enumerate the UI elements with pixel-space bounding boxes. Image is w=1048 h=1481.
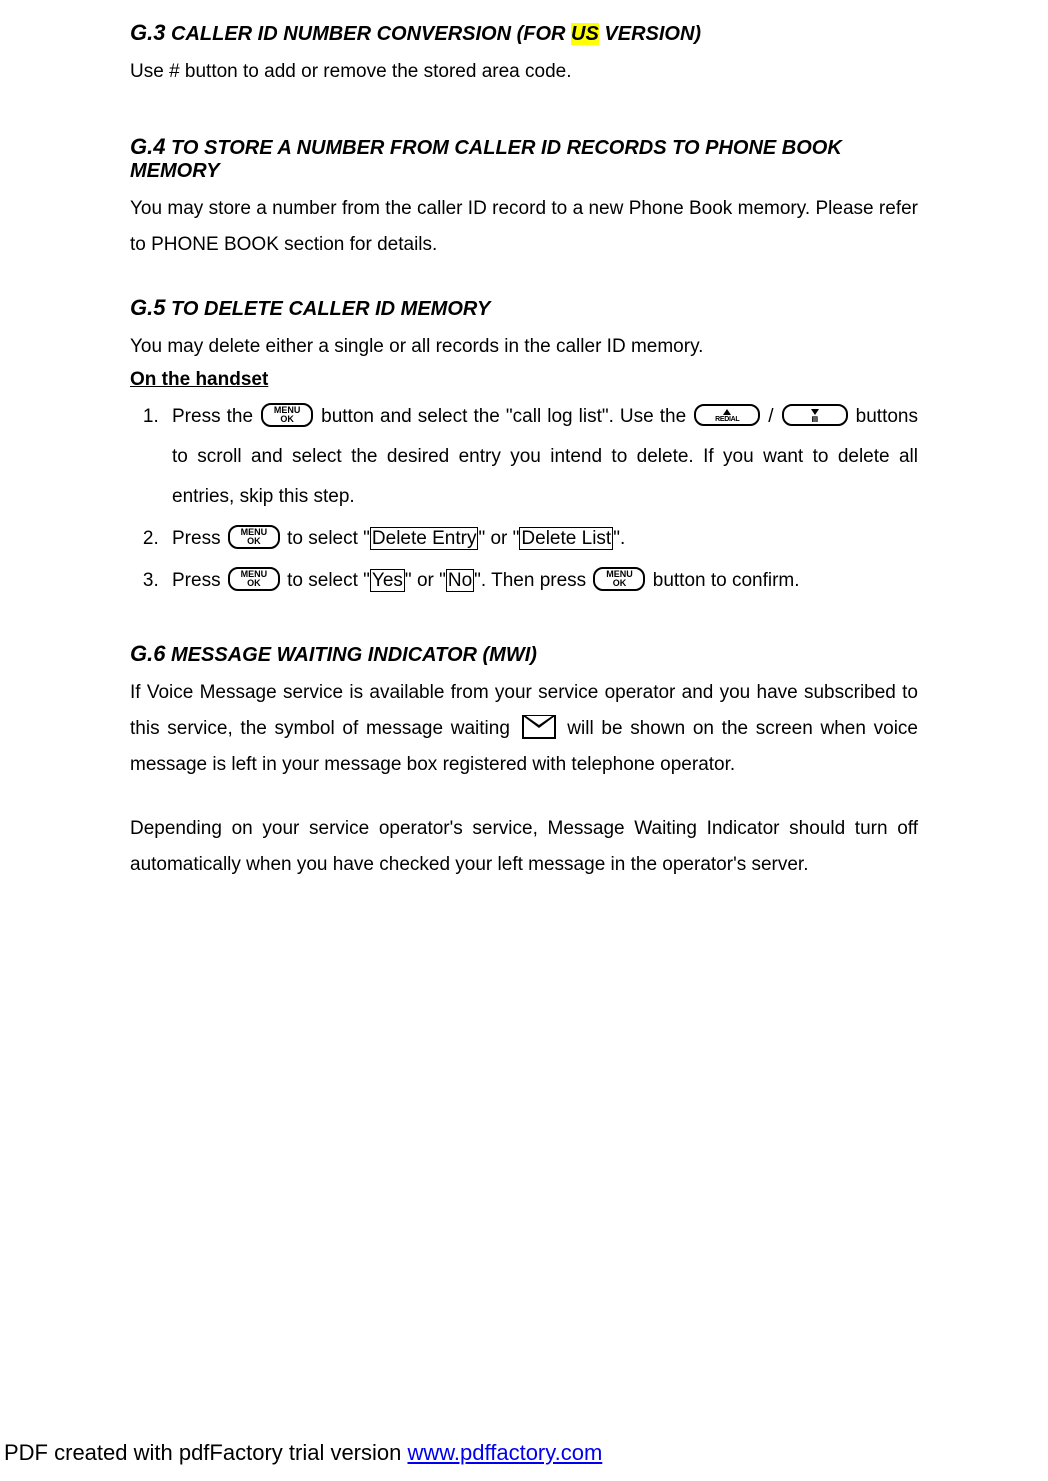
document-page: G.3 CALLER ID NUMBER CONVERSION (FOR US … — [0, 0, 918, 883]
footer-text: PDF created with pdfFactory trial versio… — [4, 1440, 407, 1465]
pdf-footer: PDF created with pdfFactory trial versio… — [0, 1440, 602, 1466]
heading-title: TO STORE A NUMBER FROM CALLER ID RECORDS… — [130, 137, 842, 182]
step1-text-c: / — [762, 406, 779, 427]
footer-link[interactable]: www.pdffactory.com — [407, 1440, 602, 1465]
down-button-icon: ▤ — [782, 404, 848, 426]
step3-text-d: ". Then press — [474, 570, 591, 591]
step2-text-a: Press — [172, 528, 226, 549]
step2-text-b: to select " — [282, 528, 370, 549]
heading-title: TO DELETE CALLER ID MEMORY — [165, 298, 490, 320]
body-g4: You may store a number from the caller I… — [130, 191, 918, 263]
body-g6-p2: Depending on your service operator's ser… — [130, 811, 918, 883]
section-g4: G.4 TO STORE A NUMBER FROM CALLER ID REC… — [130, 134, 918, 263]
option-delete-entry: Delete Entry — [370, 527, 479, 550]
option-no: No — [446, 569, 474, 592]
step2-text-d: ". — [613, 528, 625, 549]
option-yes: Yes — [370, 569, 405, 592]
steps-list: Press the MENUOK button and select the "… — [130, 397, 918, 600]
heading-number: G.5 — [130, 295, 165, 320]
section-g3: G.3 CALLER ID NUMBER CONVERSION (FOR US … — [130, 20, 918, 90]
step2-text-c: " or " — [478, 528, 519, 549]
section-g6: G.6 MESSAGE WAITING INDICATOR (MWI) If V… — [130, 641, 918, 883]
heading-highlight: US — [571, 23, 599, 45]
step-2: Press MENUOK to select "Delete Entry" or… — [164, 519, 918, 559]
step-1: Press the MENUOK button and select the "… — [164, 397, 918, 517]
subhead-on-handset: On the handset — [130, 369, 918, 391]
step3-text-b: to select " — [282, 570, 370, 591]
step1-text-b: button and select the "call log list". U… — [315, 406, 692, 427]
heading-number: G.3 — [130, 20, 165, 45]
step3-text-a: Press — [172, 570, 226, 591]
heading-number: G.4 — [130, 134, 165, 159]
menu-ok-button-icon: MENUOK — [228, 525, 280, 549]
heading-g6: G.6 MESSAGE WAITING INDICATOR (MWI) — [130, 641, 918, 667]
menu-ok-button-icon: MENUOK — [593, 567, 645, 591]
section-g5: G.5 TO DELETE CALLER ID MEMORY You may d… — [130, 295, 918, 601]
step3-text-e: button to confirm. — [647, 570, 799, 591]
menu-ok-button-icon: MENUOK — [228, 567, 280, 591]
heading-g3: G.3 CALLER ID NUMBER CONVERSION (FOR US … — [130, 20, 918, 46]
up-redial-button-icon: REDIAL — [694, 404, 760, 426]
step1-text-a: Press the — [172, 406, 259, 427]
envelope-icon — [522, 715, 556, 739]
option-delete-list: Delete List — [519, 527, 613, 550]
step-3: Press MENUOK to select "Yes" or "No". Th… — [164, 561, 918, 601]
intro-g5: You may delete either a single or all re… — [130, 329, 918, 365]
menu-ok-button-icon: MENUOK — [261, 403, 313, 427]
heading-title-a: CALLER ID NUMBER CONVERSION (FOR — [165, 23, 571, 45]
heading-g4: G.4 TO STORE A NUMBER FROM CALLER ID REC… — [130, 134, 918, 183]
step3-text-c: " or " — [405, 570, 446, 591]
heading-g5: G.5 TO DELETE CALLER ID MEMORY — [130, 295, 918, 321]
body-g3: Use # button to add or remove the stored… — [130, 54, 918, 90]
body-g6-p1: If Voice Message service is available fr… — [130, 675, 918, 783]
heading-title: MESSAGE WAITING INDICATOR (MWI) — [165, 644, 536, 666]
heading-title-b: VERSION) — [599, 23, 701, 45]
heading-number: G.6 — [130, 641, 165, 666]
